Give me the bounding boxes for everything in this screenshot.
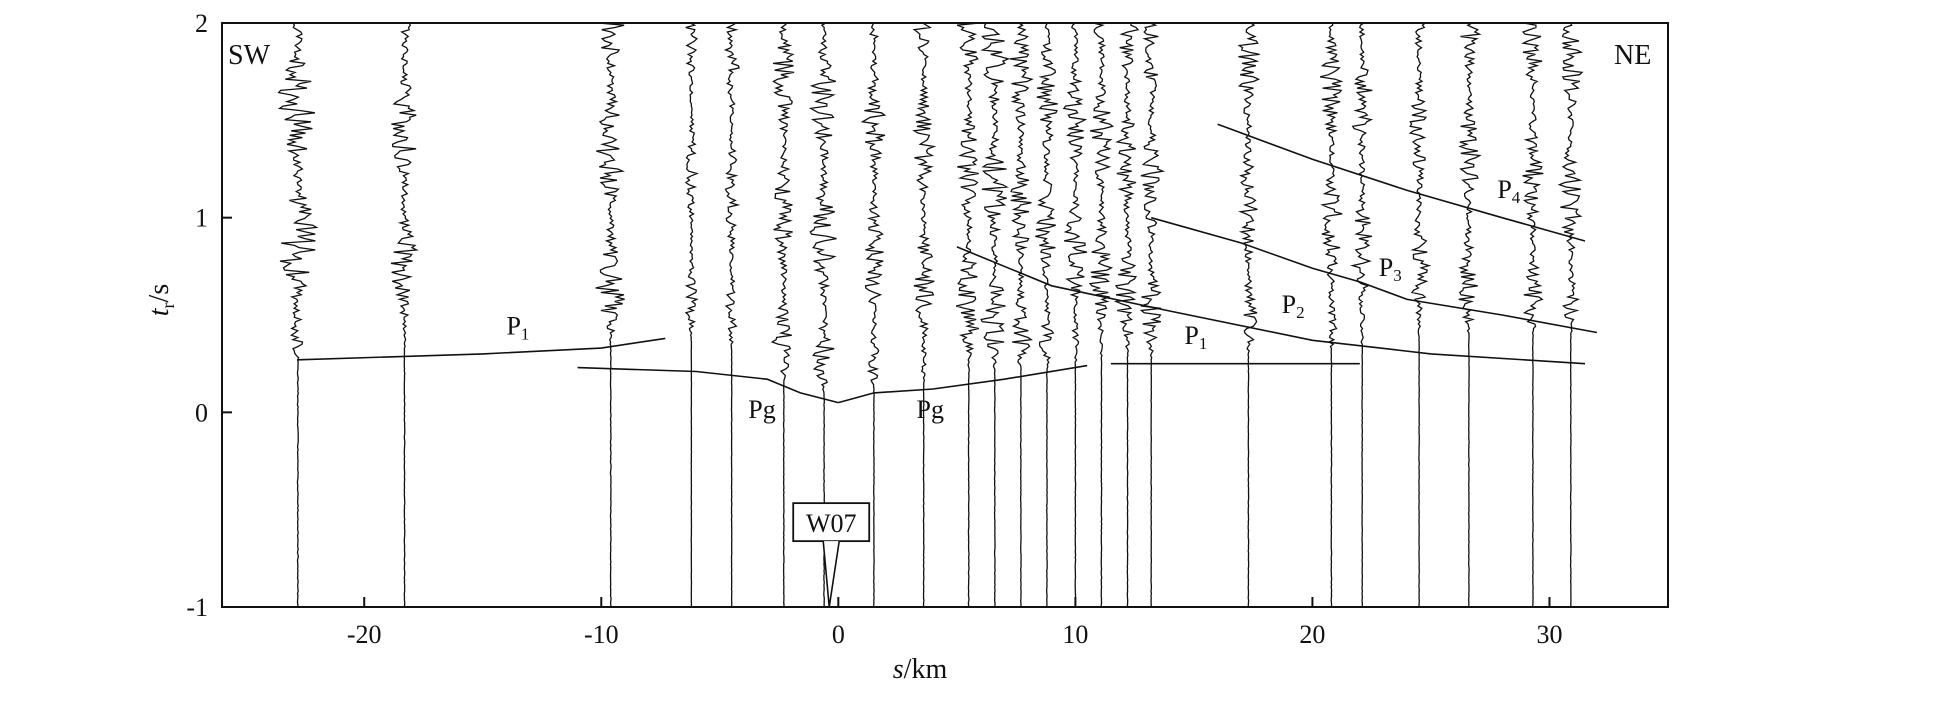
seismic-trace — [770, 22, 795, 608]
phase-curve-p2 — [956, 246, 1586, 365]
seismic-trace — [1139, 22, 1166, 608]
phase-curve-p1 — [297, 337, 666, 361]
x-tick-label: 20 — [1299, 620, 1325, 649]
seismic-trace — [684, 22, 700, 607]
phase-label-p2: P2 — [1282, 290, 1305, 322]
seismic-trace — [1062, 22, 1088, 608]
corner-label-ne: NE — [1614, 40, 1651, 71]
x-tick-label: 0 — [832, 620, 845, 649]
phase-label-p3: P3 — [1379, 253, 1402, 285]
seismic-trace — [1458, 22, 1482, 608]
phase-label-p1: P1 — [506, 311, 529, 343]
station-label-text: W07 — [806, 509, 857, 538]
phase-label-pg: Pg — [748, 395, 775, 424]
y-tick-label: -1 — [186, 593, 208, 622]
seismic-trace — [912, 22, 937, 608]
y-tick-label: 1 — [195, 204, 208, 233]
seismic-trace — [723, 22, 741, 607]
seismic-trace — [1009, 22, 1034, 608]
seismic-trace — [1237, 22, 1261, 608]
phase-curves — [297, 123, 1598, 404]
svg-text:tr/s: tr/s — [144, 284, 178, 316]
seismic-trace — [1557, 22, 1584, 608]
x-tick-label: 10 — [1062, 620, 1088, 649]
plot-frame — [221, 22, 1669, 608]
y-axis-title: tr/s — [144, 284, 178, 316]
seismic-trace — [955, 22, 980, 608]
seismic-trace — [390, 22, 419, 607]
seismic-trace — [1035, 22, 1058, 607]
seismic-trace — [1319, 22, 1344, 608]
seismic-trace — [1521, 22, 1544, 608]
x-tick-label: -20 — [347, 620, 382, 649]
seismic-trace — [595, 22, 625, 608]
phase-curve-p3 — [1150, 216, 1598, 334]
seismic-trace — [980, 22, 1011, 608]
seismic-trace — [1113, 23, 1140, 608]
phase-curve-pg — [577, 366, 839, 404]
station-label-w07: W07 — [792, 502, 871, 608]
seismic-trace — [277, 22, 319, 608]
x-tick-label: 30 — [1536, 620, 1562, 649]
seismic-traces — [277, 22, 1584, 608]
seismic-trace — [860, 22, 887, 607]
y-tick-label: 0 — [195, 398, 208, 427]
phase-curve-pg — [838, 364, 1088, 404]
x-axis-title: s/km — [893, 654, 948, 685]
phase-label-p4: P4 — [1497, 175, 1520, 207]
seismic-trace — [1350, 22, 1374, 608]
seismic-trace — [1088, 22, 1115, 608]
phase-label-pg: Pg — [917, 395, 944, 424]
y-tick-label: 2 — [195, 9, 208, 38]
x-tick-label: -10 — [584, 620, 619, 649]
corner-label-sw: SW — [228, 40, 271, 71]
seismic-trace — [1408, 22, 1432, 608]
phase-labels: P1 Pg Pg P1 P2 P3 P4 — [506, 175, 1520, 424]
phase-curve-p4 — [1217, 123, 1586, 242]
phase-label-p1: P1 — [1184, 321, 1207, 353]
